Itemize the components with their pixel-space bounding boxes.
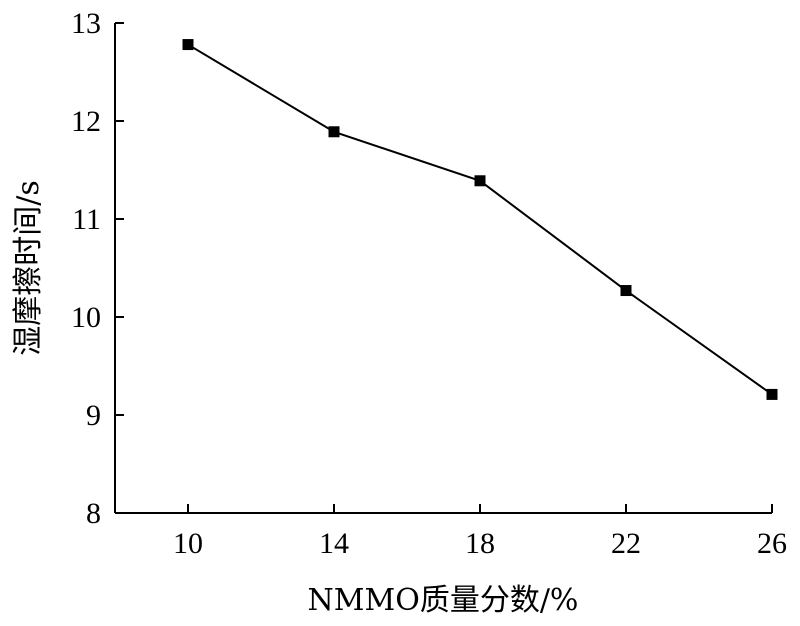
x-tick-label: 18	[465, 527, 495, 560]
plot-area	[114, 23, 772, 514]
x-tick-label: 22	[611, 527, 641, 560]
data-point-marker	[620, 285, 632, 297]
y-tick-label: 10	[71, 301, 101, 334]
data-point-marker	[328, 126, 340, 138]
y-tick-label: 11	[72, 203, 101, 236]
y-tick-label: 13	[71, 7, 101, 40]
x-tick-label: 10	[173, 527, 203, 560]
y-tick-label: 8	[86, 497, 101, 530]
series-group	[182, 39, 778, 400]
y-ticks: 8 9 10 11 12 13	[71, 7, 124, 530]
data-point-marker	[766, 388, 778, 400]
series-line	[187, 43, 773, 396]
data-point-marker	[182, 39, 194, 51]
x-ticks: 10 14 18 22 26	[173, 504, 787, 560]
y-tick-label: 9	[86, 399, 101, 432]
x-axis-title: NMMO质量分数/%	[308, 583, 579, 618]
data-point-marker	[474, 175, 486, 187]
y-axis-title: 湿摩擦时间/s	[11, 180, 46, 356]
x-tick-label: 26	[757, 527, 787, 560]
x-tick-label: 14	[319, 527, 349, 560]
y-tick-label: 12	[71, 105, 101, 138]
